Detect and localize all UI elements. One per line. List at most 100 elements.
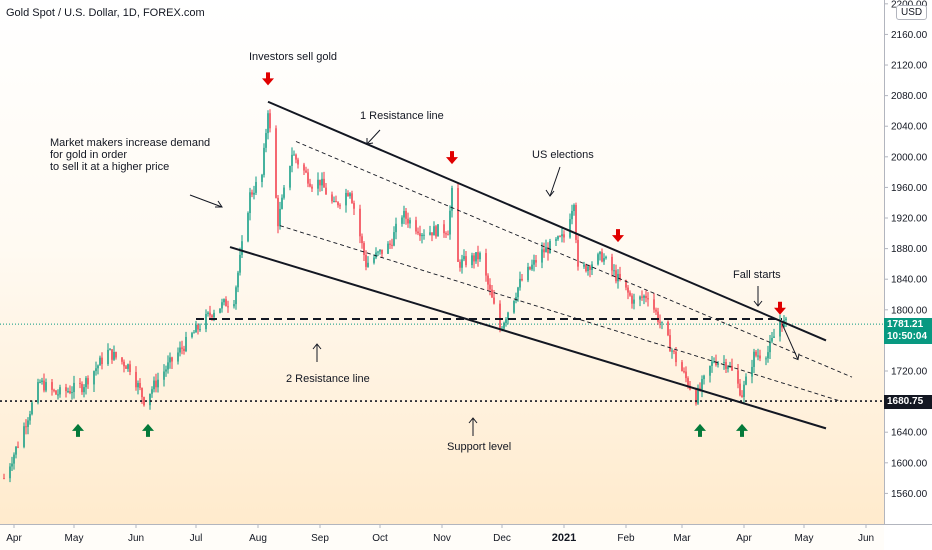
candle-body bbox=[349, 193, 351, 197]
candle-body bbox=[407, 218, 409, 224]
candle-body bbox=[135, 371, 137, 388]
candle-body bbox=[125, 366, 127, 369]
candle-body bbox=[95, 368, 97, 372]
currency-badge[interactable]: USD bbox=[896, 5, 928, 20]
candle-body bbox=[359, 208, 361, 237]
resistance-1-pointer bbox=[366, 129, 381, 145]
candle-body bbox=[403, 210, 405, 218]
candle-body bbox=[177, 352, 179, 362]
price-tick-label: 1880.00 bbox=[891, 244, 928, 255]
candle-body bbox=[547, 247, 549, 254]
price-tick-label: 1920.00 bbox=[891, 214, 928, 225]
candle-body bbox=[745, 376, 747, 385]
candle-body bbox=[613, 270, 615, 272]
candle-body bbox=[657, 311, 659, 322]
candle-body bbox=[393, 232, 395, 246]
candle-body bbox=[575, 204, 577, 240]
candle-body bbox=[653, 299, 655, 310]
candle-body bbox=[323, 178, 325, 188]
candle-body bbox=[529, 266, 531, 270]
candle-body bbox=[675, 351, 677, 363]
inner-dashed-lower bbox=[279, 225, 843, 403]
lower-channel-line bbox=[229, 246, 827, 430]
candle-body bbox=[759, 355, 761, 359]
candle-body bbox=[247, 213, 249, 242]
candle-body bbox=[101, 357, 103, 365]
candle-body bbox=[143, 397, 145, 406]
candle-body bbox=[53, 389, 55, 391]
candle-body bbox=[261, 174, 263, 182]
candle-body bbox=[429, 232, 431, 235]
candle-body bbox=[493, 297, 495, 304]
us-elections-pointer bbox=[549, 166, 561, 197]
candle-body bbox=[717, 362, 719, 365]
time-tick-label: Apr bbox=[736, 533, 752, 544]
price-tick-label: 2040.00 bbox=[891, 122, 928, 133]
candle-body bbox=[699, 387, 701, 390]
buy-arrow-icon bbox=[72, 423, 84, 437]
candle-body bbox=[55, 390, 57, 395]
time-tick-label: Aug bbox=[249, 533, 267, 544]
candle-body bbox=[449, 210, 451, 235]
candle-body bbox=[321, 178, 323, 186]
candle-body bbox=[631, 295, 633, 304]
candle-body bbox=[421, 234, 423, 237]
candle-body bbox=[765, 358, 767, 360]
candle-body bbox=[643, 295, 645, 298]
candle-body bbox=[617, 273, 619, 282]
candle-body bbox=[461, 259, 463, 268]
candle-body bbox=[197, 324, 199, 330]
candle-body bbox=[401, 217, 403, 224]
candle-body bbox=[769, 341, 771, 353]
candle-body bbox=[673, 350, 675, 352]
candle-body bbox=[785, 318, 787, 321]
annotation-support: Support level bbox=[447, 441, 511, 453]
candle-body bbox=[29, 414, 31, 421]
time-tick-label: Sep bbox=[311, 533, 329, 544]
candle-body bbox=[233, 304, 235, 307]
time-tick-label: Oct bbox=[372, 533, 388, 544]
candle-body bbox=[633, 299, 635, 304]
price-tick-label: 1800.00 bbox=[891, 305, 928, 316]
annotation-investors-sell: Investors sell gold bbox=[249, 51, 337, 63]
candle-body bbox=[395, 223, 397, 233]
candle-body bbox=[213, 312, 215, 318]
candle-body bbox=[151, 389, 153, 394]
sell-arrow-icon bbox=[612, 229, 624, 243]
candle-body bbox=[107, 349, 109, 365]
candle-body bbox=[115, 352, 117, 358]
candle-body bbox=[715, 361, 717, 365]
candle-body bbox=[773, 336, 775, 338]
candle-body bbox=[79, 382, 81, 384]
candle-body bbox=[489, 284, 491, 290]
candle-body bbox=[121, 357, 123, 362]
time-tick-label: Nov bbox=[433, 533, 451, 544]
annotation-market-makers-line3: to sell it at a higher price bbox=[50, 161, 169, 173]
annotation-market-makers-line1: Market makers increase demand bbox=[50, 137, 210, 149]
time-tick-label: Jun bbox=[858, 533, 874, 544]
candle-body bbox=[325, 187, 327, 195]
candle-body bbox=[743, 384, 745, 397]
annotation-market-makers-line2: for gold in order bbox=[50, 149, 127, 161]
candle-body bbox=[69, 391, 71, 394]
candle-body bbox=[629, 292, 631, 296]
candle-body bbox=[317, 179, 319, 189]
sell-arrow-icon bbox=[446, 151, 458, 165]
candle-body bbox=[137, 383, 139, 388]
candle-body bbox=[71, 392, 73, 394]
candle-body bbox=[181, 347, 183, 349]
price-axis-panel bbox=[884, 0, 932, 550]
candle-body bbox=[67, 391, 69, 393]
candle-body bbox=[687, 378, 689, 386]
price-tick-label: 2080.00 bbox=[891, 91, 928, 102]
candle-body bbox=[605, 256, 607, 259]
candle-body bbox=[281, 197, 283, 209]
annotation-resistance-1: 1 Resistance line bbox=[360, 110, 444, 122]
candle-body bbox=[377, 251, 379, 253]
candle-body bbox=[619, 273, 621, 280]
candle-body bbox=[51, 382, 53, 390]
candle-body bbox=[65, 387, 67, 392]
candle-body bbox=[167, 362, 169, 370]
candle-body bbox=[149, 393, 151, 406]
